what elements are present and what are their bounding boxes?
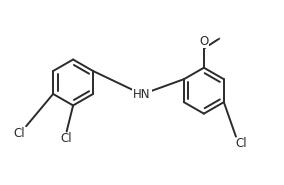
Text: methoxy_placeholder: methoxy_placeholder — [221, 35, 236, 37]
Text: Cl: Cl — [235, 137, 247, 150]
Text: methoxy: methoxy — [215, 38, 221, 39]
Text: HN: HN — [133, 88, 151, 101]
Text: Cl: Cl — [13, 127, 25, 140]
Text: O: O — [199, 35, 208, 48]
Text: Cl: Cl — [60, 132, 72, 145]
